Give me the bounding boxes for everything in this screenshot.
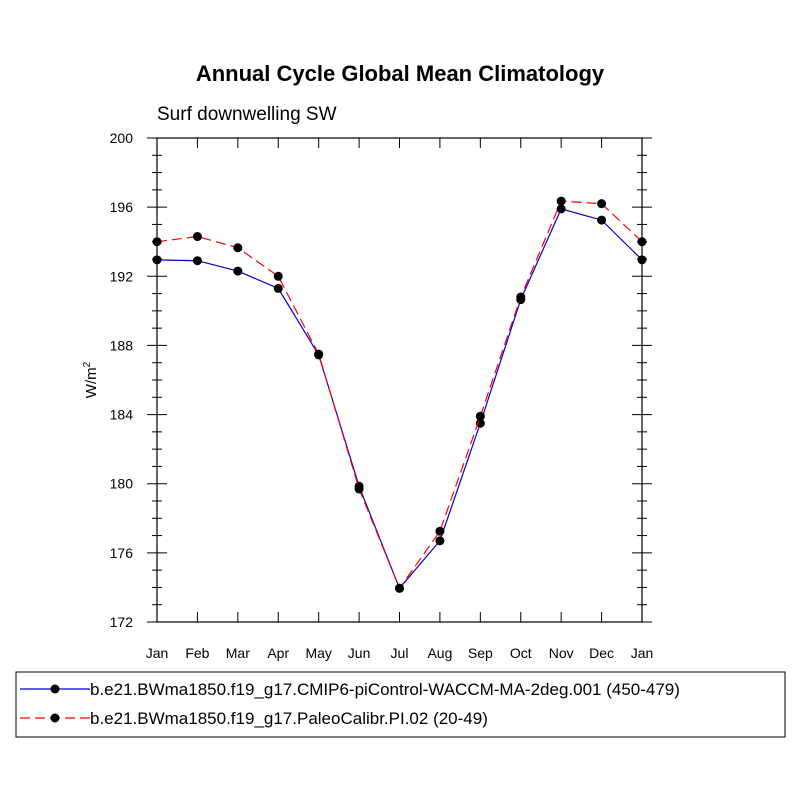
series-2-point [516,292,526,302]
legend-label-1: b.e21.BWma1850.f19_g17.CMIP6-piControl-W… [90,680,680,699]
x-tick-label: Oct [510,645,532,661]
series-2-point [273,271,283,281]
y-tick-label: 172 [110,614,134,630]
legend-marker-1 [50,684,60,694]
x-tick-label: Jul [391,645,409,661]
series-1-point [435,536,445,546]
y-tick-label: 176 [110,545,134,561]
chart-title: Annual Cycle Global Mean Climatology [196,61,605,86]
x-tick-label: Jun [348,645,371,661]
legend: b.e21.BWma1850.f19_g17.CMIP6-piControl-W… [20,680,680,728]
series-2-point [233,243,243,253]
series-layer [152,196,647,593]
x-tick-label: Mar [226,645,250,661]
legend-box [15,671,786,738]
series-1-point [233,266,243,276]
y-tick-label: 188 [110,337,134,353]
series-1-point [273,283,283,293]
series-1-point [192,256,202,266]
x-tick-label: Jan [146,645,169,661]
x-tick-label: Nov [549,645,574,661]
x-tick-label: Aug [427,645,452,661]
series-2-point [475,411,485,421]
series-2-point [192,232,202,242]
axis-ticks: Jan Feb Mar Apr May Jun Jul Aug Sep Oct Nov Dec Jan 1… [110,130,654,661]
y-tick-label: 200 [110,130,134,146]
series-line-1 [156,208,643,590]
series-1-point [637,255,647,265]
series-1-point [152,255,162,265]
x-tick-label: Jan [631,645,654,661]
legend-marker-2 [50,713,60,723]
series-2-point [395,583,404,593]
x-tick-label: Sep [468,645,493,661]
series-1-point [556,204,566,214]
x-tick-label: Dec [589,645,614,661]
y-tick-label: 192 [110,268,134,284]
series-2-point [152,237,162,247]
y-axis-label: W/m2 [82,361,100,398]
y-tick-label: 196 [110,199,134,215]
series-2-point [354,484,364,494]
series-1-point [597,215,607,225]
series-2-point [556,196,566,206]
legend-label-2: b.e21.BWma1850.f19_g17.PaleoCalibr.PI.02… [90,709,488,728]
x-tick-label: Feb [185,645,209,661]
x-tick-label: Apr [267,645,289,661]
series-2-point [637,237,647,247]
x-tick-label: May [305,645,331,661]
y-tick-label: 184 [110,407,134,423]
series-2-point [597,199,607,209]
chart-subtitle: Surf downwelling SW [157,104,337,125]
series-line-2 [156,200,643,590]
series-2-point [435,526,445,536]
series-2-point [314,349,324,359]
y-tick-label: 180 [110,476,134,492]
